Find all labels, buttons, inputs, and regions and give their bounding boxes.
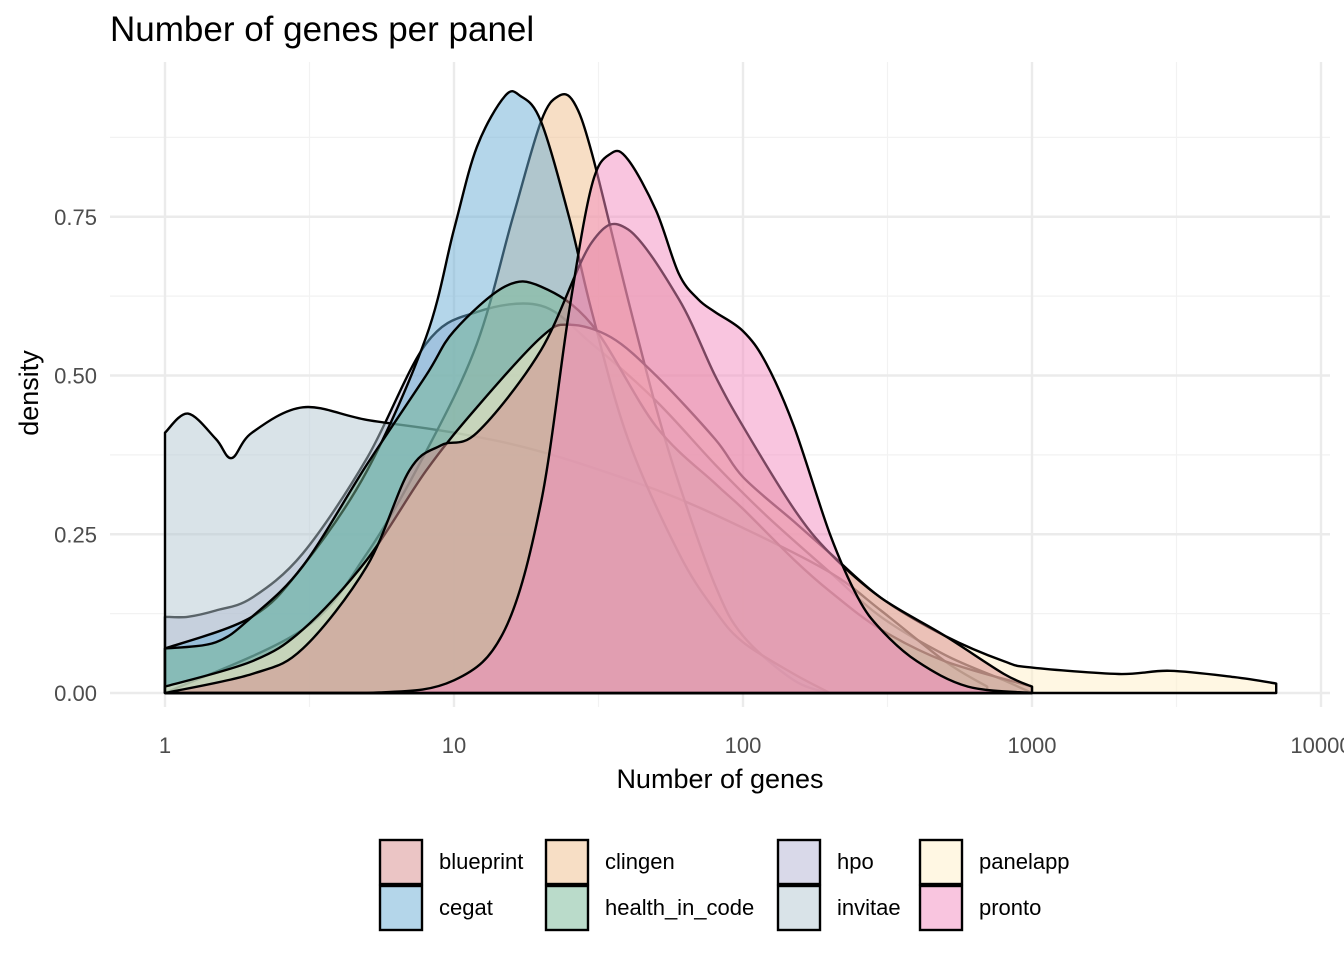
- x-axis-label: Number of genes: [616, 764, 823, 794]
- y-tick-label: 0.75: [54, 205, 97, 230]
- legend-item-invitae: invitae: [776, 884, 901, 932]
- legend-item-health-in-code: health_in_code: [544, 884, 754, 932]
- x-tick-label: 1: [159, 733, 171, 758]
- legend-key: [544, 838, 590, 886]
- x-tick-label: 10: [442, 733, 466, 758]
- legend-item-panelapp: panelapp: [918, 838, 1070, 886]
- density-area-pronto: [163, 149, 1034, 695]
- legend-label: hpo: [837, 849, 874, 874]
- x-tick-label: 1000: [1008, 733, 1057, 758]
- legend-item-blueprint: blueprint: [378, 838, 523, 886]
- legend-key: [918, 884, 964, 932]
- legend-label: pronto: [979, 895, 1041, 920]
- legend-label: cegat: [439, 895, 493, 920]
- density-areas: [163, 90, 1278, 695]
- y-tick-label: 0.00: [54, 681, 97, 706]
- legend-key: [544, 884, 590, 932]
- legend: blueprint cegat clingen health_in_code hpo in…: [378, 838, 1070, 932]
- legend-item-pronto: pronto: [918, 884, 1041, 932]
- legend-key: [378, 884, 424, 932]
- x-tick-label: 100: [725, 733, 762, 758]
- legend-item-cegat: cegat: [378, 884, 493, 932]
- legend-key: [776, 884, 822, 932]
- legend-label: blueprint: [439, 849, 523, 874]
- y-axis-ticks: 0.00 0.25 0.50 0.75: [54, 205, 97, 706]
- chart-title: Number of genes per panel: [110, 10, 534, 49]
- legend-item-hpo: hpo: [776, 838, 874, 886]
- legend-label: health_in_code: [605, 895, 754, 920]
- y-tick-label: 0.50: [54, 364, 97, 389]
- legend-item-clingen: clingen: [544, 838, 675, 886]
- y-axis-label: density: [14, 350, 44, 436]
- legend-key: [776, 838, 822, 886]
- legend-label: panelapp: [979, 849, 1070, 874]
- y-tick-label: 0.25: [54, 522, 97, 547]
- legend-key: [918, 838, 964, 886]
- legend-label: clingen: [605, 849, 675, 874]
- legend-label: invitae: [837, 895, 901, 920]
- legend-key: [378, 838, 424, 886]
